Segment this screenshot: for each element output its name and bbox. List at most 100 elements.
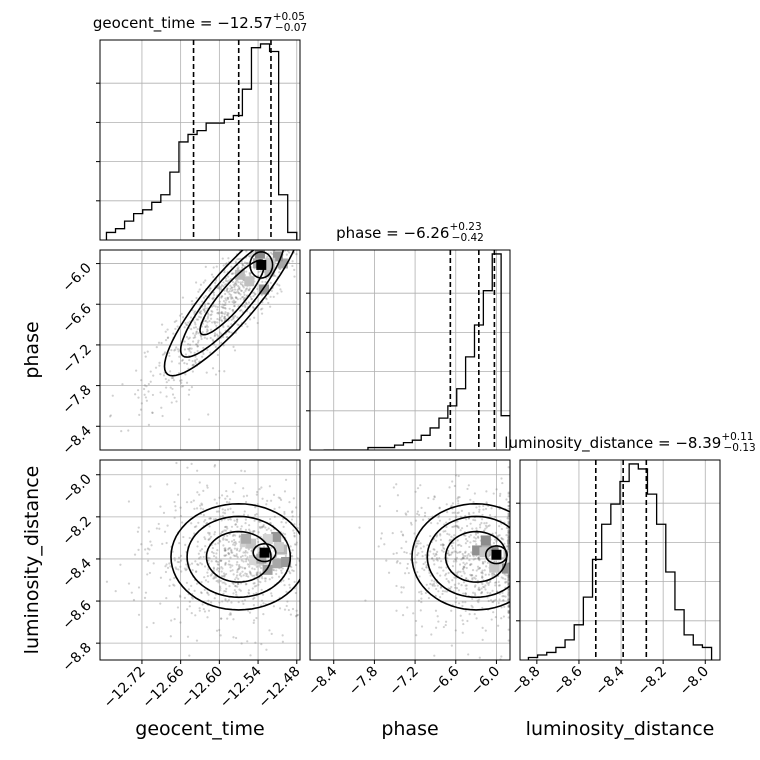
sample-point xyxy=(495,488,498,491)
sample-point xyxy=(232,582,235,586)
sample-point xyxy=(400,530,403,533)
sample-point xyxy=(200,310,203,313)
sample-point xyxy=(173,576,176,580)
sample-point xyxy=(200,502,203,505)
sample-point xyxy=(347,554,349,556)
sample-point xyxy=(183,362,186,365)
sample-point xyxy=(478,559,481,562)
sample-point xyxy=(464,584,467,587)
xtick-label-luminosity_distance: −8.2 xyxy=(635,664,670,699)
sample-point xyxy=(283,235,285,237)
sample-point xyxy=(209,328,213,331)
sample-point xyxy=(227,547,231,550)
sample-point xyxy=(207,302,210,305)
density-contour xyxy=(485,545,508,565)
sample-point xyxy=(273,507,276,510)
sample-point xyxy=(206,315,210,318)
sample-point xyxy=(472,558,475,561)
sample-point xyxy=(467,653,470,656)
sample-point xyxy=(191,364,194,367)
sample-point xyxy=(475,574,478,577)
sample-point xyxy=(180,379,183,382)
title-upper-error-phase: +0.23 xyxy=(449,221,481,233)
sample-point xyxy=(222,285,225,288)
sample-point xyxy=(221,335,225,339)
sample-point xyxy=(166,483,169,486)
sample-point xyxy=(247,301,251,304)
sample-point xyxy=(206,307,209,310)
sample-point xyxy=(171,387,174,391)
sample-point xyxy=(214,321,217,324)
sample-point xyxy=(237,281,240,284)
sample-point xyxy=(297,218,299,220)
sample-point xyxy=(207,580,210,583)
sample-point xyxy=(247,575,250,578)
sample-point xyxy=(232,543,235,546)
sample-point xyxy=(256,287,259,291)
sample-point xyxy=(241,262,244,266)
sample-point xyxy=(201,331,204,334)
sample-point xyxy=(507,521,510,524)
sample-point xyxy=(213,320,216,323)
sample-point xyxy=(238,286,241,289)
title-lower-error-geocent_time: −0.07 xyxy=(275,22,307,34)
sample-point xyxy=(269,251,273,254)
sample-point xyxy=(207,593,210,596)
sample-point xyxy=(168,584,171,587)
sample-point xyxy=(464,538,468,541)
sample-point xyxy=(448,553,451,557)
sample-point xyxy=(233,589,236,592)
sample-point xyxy=(490,618,493,621)
sample-point xyxy=(242,296,245,299)
sample-point xyxy=(395,584,398,588)
sample-point xyxy=(241,667,243,669)
sample-point xyxy=(245,250,248,253)
sample-point xyxy=(507,591,510,594)
sample-point xyxy=(246,556,249,559)
sample-point xyxy=(193,311,196,314)
sample-point xyxy=(192,336,195,339)
sample-point xyxy=(232,636,235,639)
sample-point xyxy=(222,575,225,578)
sample-point xyxy=(472,511,475,514)
sample-point xyxy=(190,386,194,389)
sample-point xyxy=(473,536,476,539)
sample-point xyxy=(218,331,222,334)
sample-point xyxy=(280,217,282,219)
sample-point xyxy=(226,527,229,530)
sample-point xyxy=(346,545,348,547)
sample-point xyxy=(223,315,226,318)
xtick-label-luminosity_distance: −8.0 xyxy=(677,664,712,699)
sample-point xyxy=(292,236,294,238)
sample-point xyxy=(187,393,190,396)
sample-point xyxy=(178,542,181,545)
sample-point xyxy=(186,347,190,351)
sample-point xyxy=(461,568,465,571)
sample-point xyxy=(190,462,193,466)
sample-point xyxy=(155,345,158,349)
sample-point xyxy=(200,503,204,506)
sample-point xyxy=(188,388,191,391)
sample-point xyxy=(423,568,426,572)
sample-point xyxy=(206,302,209,305)
sample-point xyxy=(507,529,510,532)
sample-point xyxy=(226,312,229,315)
sample-point xyxy=(187,343,190,346)
sample-point xyxy=(169,635,172,638)
sample-point xyxy=(213,322,217,325)
sample-point xyxy=(164,330,167,333)
sample-point xyxy=(257,540,260,544)
sample-point xyxy=(426,544,429,547)
sample-point xyxy=(474,519,477,522)
sample-point xyxy=(202,489,205,492)
sample-point xyxy=(303,225,305,227)
sample-point xyxy=(447,579,450,583)
sample-point xyxy=(243,567,247,570)
sample-point xyxy=(258,245,260,247)
sample-point xyxy=(249,243,251,245)
sample-point xyxy=(460,509,463,512)
sample-point xyxy=(507,599,510,602)
sample-point xyxy=(174,505,177,508)
sample-point xyxy=(171,376,175,380)
sample-point xyxy=(464,609,467,613)
